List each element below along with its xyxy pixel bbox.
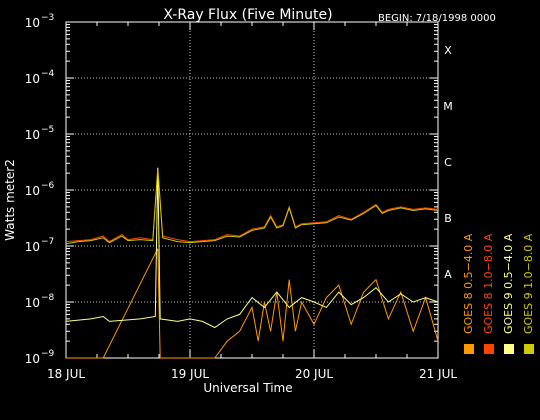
x-tick-label: 18 JUL — [47, 367, 85, 381]
series-line — [66, 248, 439, 359]
legend-label: GOES 9 0.5−4.0 A — [502, 233, 515, 334]
y-tick-label-base: 10 — [25, 184, 40, 198]
legend-swatch — [524, 344, 534, 354]
legend-swatch — [484, 344, 494, 354]
y-tick-label-exponent: −3 — [41, 13, 54, 23]
x-tick-label: 21 JUL — [419, 367, 457, 381]
series-lines — [65, 167, 439, 359]
y-axis-label: Watts meter2 — [3, 159, 17, 241]
flare-class-label: B — [444, 212, 452, 225]
flare-class-label: C — [444, 156, 452, 169]
flare-class-label: A — [444, 268, 452, 281]
x-tick-label: 20 JUL — [295, 367, 333, 381]
series-line — [65, 167, 439, 243]
flare-class-labels: A B C M X — [443, 44, 453, 281]
y-tick-label-exponent: −4 — [41, 69, 55, 79]
legend-label: GOES 9 1.0−8.0 A — [522, 233, 535, 334]
y-tick-label-exponent: −5 — [41, 125, 54, 135]
y-tick-label-exponent: −9 — [41, 349, 55, 359]
series-line — [65, 167, 439, 329]
y-tick-label-exponent: −6 — [41, 181, 55, 191]
y-tick-label-exponent: −7 — [41, 237, 54, 247]
flare-class-label: X — [444, 44, 452, 57]
y-tick-label-base: 10 — [25, 16, 40, 30]
y-tick-label-base: 10 — [25, 128, 40, 142]
y-tick-label-base: 10 — [25, 296, 40, 310]
y-tick-label-base: 10 — [25, 240, 40, 254]
legend-label: GOES 8 0.5−4.0 A — [462, 233, 475, 334]
legend-swatch — [504, 344, 514, 354]
legend-label: GOES 8 1.0−8.0 A — [482, 233, 495, 334]
begin-label: BEGIN: 7/18/1998 0000 — [378, 13, 496, 24]
series-line — [65, 168, 439, 245]
y-tick-label-exponent: −8 — [41, 293, 55, 303]
y-ticks: 10−910−810−710−610−510−410−3 — [25, 13, 438, 366]
legend: GOES 8 0.5−4.0 A GOES 8 1.0−8.0 A GOES 9 0… — [462, 233, 535, 354]
x-tick-label: 19 JUL — [171, 367, 209, 381]
y-tick-label-base: 10 — [25, 72, 40, 86]
x-axis-label: Universal Time — [203, 381, 292, 395]
x-ticks: 18 JUL 19 JUL 20 JUL 21 JUL — [47, 22, 457, 381]
legend-swatch — [464, 344, 474, 354]
chart-title: X-Ray Flux (Five Minute) — [163, 7, 332, 23]
flare-class-label: M — [443, 100, 453, 113]
y-tick-label-base: 10 — [25, 352, 40, 366]
